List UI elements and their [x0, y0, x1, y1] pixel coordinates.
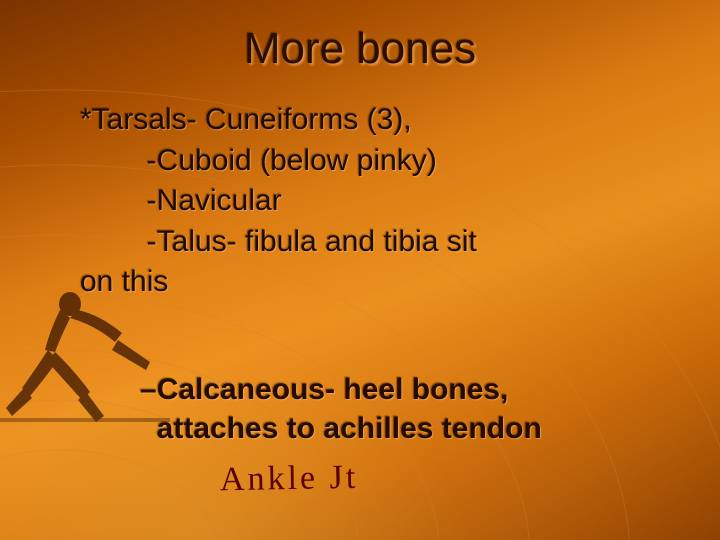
body-line: on this [80, 262, 680, 303]
sub-line: attaches to achilles tendon [157, 412, 542, 445]
slide-sub-bullet: –Calcaneous- heel bones, attaches to ach… [140, 370, 660, 448]
body-line: -Navicular [80, 181, 680, 222]
body-line: *Tarsals- Cuneiforms (3), [80, 100, 680, 141]
bullet-dash: – [140, 373, 157, 406]
slide-body: *Tarsals- Cuneiforms (3), -Cuboid (below… [80, 100, 680, 303]
slide-title: More bones [0, 24, 720, 74]
body-line: -Cuboid (below pinky) [80, 141, 680, 182]
body-line: -Talus- fibula and tibia sit [80, 222, 680, 263]
sub-line: Calcaneous- heel bones, [157, 373, 509, 406]
handwritten-annotation: Ankle Jt [220, 459, 359, 499]
slide: More bones *Tarsals- Cuneiforms (3), -Cu… [0, 0, 720, 540]
